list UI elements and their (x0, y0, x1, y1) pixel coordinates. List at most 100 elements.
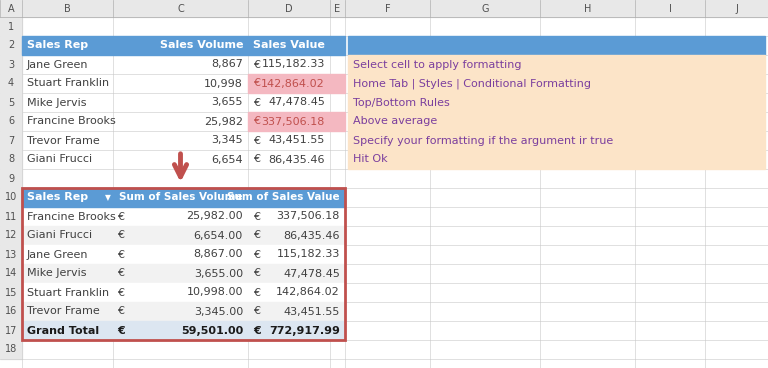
Text: 142,864.02: 142,864.02 (261, 78, 325, 88)
Text: 15: 15 (5, 287, 17, 297)
Text: €: € (253, 269, 260, 279)
Text: 3,655.00: 3,655.00 (194, 269, 243, 279)
Text: Trevor Frame: Trevor Frame (27, 135, 100, 145)
Text: €: € (253, 135, 260, 145)
Bar (0, 321, 22, 340)
Text: 8,867.00: 8,867.00 (194, 250, 243, 259)
Text: 6: 6 (8, 117, 14, 127)
Text: 3,345: 3,345 (211, 135, 243, 145)
Bar (0, 188, 22, 207)
Text: 25,982: 25,982 (204, 117, 243, 127)
Text: 337,506.18: 337,506.18 (276, 212, 340, 222)
Bar (0, 245, 22, 264)
Text: Trevor Frame: Trevor Frame (27, 307, 100, 316)
Text: 772,917.99: 772,917.99 (269, 326, 340, 336)
Text: 43,451.55: 43,451.55 (283, 307, 340, 316)
Bar (0, 340, 22, 359)
Text: €: € (253, 287, 260, 297)
Text: Mike Jervis: Mike Jervis (27, 269, 87, 279)
Text: E: E (334, 4, 340, 14)
Text: €: € (253, 326, 261, 336)
Bar (0, 17, 22, 36)
Bar (22, 36, 345, 55)
Text: 13: 13 (5, 250, 17, 259)
Text: 9: 9 (8, 173, 14, 184)
Bar (348, 36, 765, 55)
Text: 86,435.46: 86,435.46 (283, 230, 340, 241)
Text: 2: 2 (8, 40, 14, 50)
Bar (22, 207, 345, 226)
Bar (0, 283, 22, 302)
Text: 8: 8 (8, 155, 14, 164)
Text: 11: 11 (5, 212, 17, 222)
Text: Hit Ok: Hit Ok (353, 155, 388, 164)
Text: 1: 1 (8, 21, 14, 32)
Text: €: € (117, 287, 124, 297)
Text: Jane Green: Jane Green (27, 60, 88, 70)
Text: Giani Frucci: Giani Frucci (27, 155, 92, 164)
Bar (0, 131, 22, 150)
Text: C: C (177, 4, 184, 14)
Text: 7: 7 (8, 135, 14, 145)
Text: 43,451.55: 43,451.55 (269, 135, 325, 145)
Text: Home Tab | Styles | Conditional Formatting: Home Tab | Styles | Conditional Formatti… (353, 78, 591, 89)
Text: 59,501.00: 59,501.00 (180, 326, 243, 336)
Text: €: € (117, 326, 124, 336)
Text: 115,182.33: 115,182.33 (262, 60, 325, 70)
Bar (22, 226, 345, 245)
Text: Jane Green: Jane Green (27, 250, 88, 259)
Bar (22, 321, 345, 340)
Bar (0, 112, 22, 131)
Text: €: € (117, 230, 124, 241)
Bar (0, 264, 22, 283)
Text: Specify your formatting if the argument ir true: Specify your formatting if the argument … (353, 135, 614, 145)
Bar (248, 112, 345, 131)
Text: 115,182.33: 115,182.33 (276, 250, 340, 259)
Text: Sum of Sales Value: Sum of Sales Value (227, 192, 340, 202)
Text: 10: 10 (5, 192, 17, 202)
Text: Giani Frucci: Giani Frucci (27, 230, 92, 241)
Text: Mike Jervis: Mike Jervis (27, 98, 87, 107)
Bar (0, 74, 22, 93)
Text: €: € (253, 230, 260, 241)
Text: Sales Volume: Sales Volume (160, 40, 243, 50)
Text: €: € (117, 269, 124, 279)
Text: 18: 18 (5, 344, 17, 354)
Bar (0, 55, 22, 74)
Text: J: J (735, 4, 738, 14)
Text: €: € (253, 250, 260, 259)
Bar (0, 207, 22, 226)
Text: Stuart Franklin: Stuart Franklin (27, 287, 109, 297)
Text: I: I (669, 4, 671, 14)
Text: €: € (117, 307, 124, 316)
Text: 3,345.00: 3,345.00 (194, 307, 243, 316)
Text: 3: 3 (8, 60, 14, 70)
Bar (22, 302, 345, 321)
Text: Sum of Sales Volume: Sum of Sales Volume (119, 192, 243, 202)
Text: ▼: ▼ (105, 193, 111, 202)
Text: €: € (117, 250, 124, 259)
Text: 3,655: 3,655 (211, 98, 243, 107)
Text: Sales Rep: Sales Rep (27, 192, 88, 202)
Text: Stuart Franklin: Stuart Franklin (27, 78, 109, 88)
Text: 14: 14 (5, 269, 17, 279)
Text: 12: 12 (5, 230, 17, 241)
Text: €: € (253, 212, 260, 222)
Bar (348, 55, 765, 169)
Text: 6,654.00: 6,654.00 (194, 230, 243, 241)
Bar (0, 150, 22, 169)
Bar (22, 188, 345, 207)
Text: 337,506.18: 337,506.18 (262, 117, 325, 127)
Bar (0, 169, 22, 188)
Text: 10,998: 10,998 (204, 78, 243, 88)
Bar (248, 74, 345, 93)
Text: Francine Brooks: Francine Brooks (27, 117, 116, 127)
Text: Sales Rep: Sales Rep (27, 40, 88, 50)
Text: Select cell to apply formatting: Select cell to apply formatting (353, 60, 521, 70)
Bar (0, 226, 22, 245)
Text: €: € (253, 307, 260, 316)
Text: 142,864.02: 142,864.02 (276, 287, 340, 297)
Text: 16: 16 (5, 307, 17, 316)
Text: 47,478.45: 47,478.45 (283, 269, 340, 279)
Text: 5: 5 (8, 98, 14, 107)
